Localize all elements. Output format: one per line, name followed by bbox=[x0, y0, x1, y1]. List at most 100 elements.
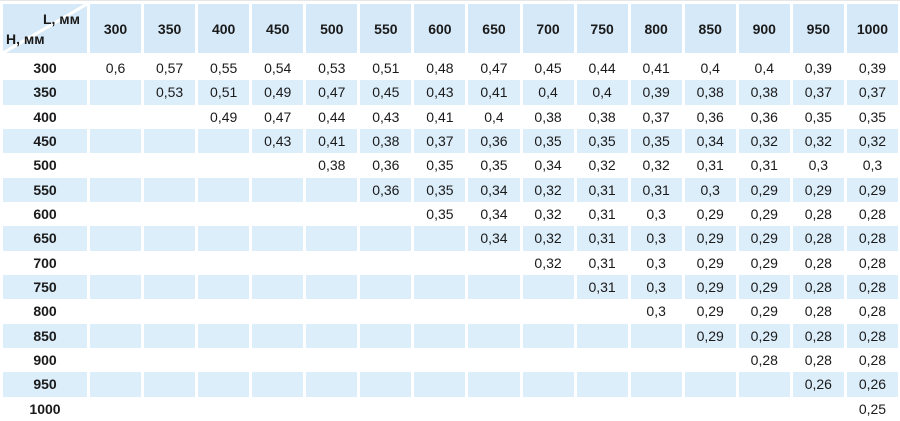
value-cell bbox=[249, 299, 304, 324]
corner-label-length: L, мм bbox=[42, 11, 80, 27]
column-header: 350 bbox=[141, 4, 196, 56]
value-cell: 0,31 bbox=[573, 250, 628, 275]
column-header: 700 bbox=[519, 4, 574, 56]
value-cell: 0,49 bbox=[195, 104, 250, 129]
table-row: 800 0,3 0,29 0,29 0,28 0,28 bbox=[3, 299, 898, 324]
value-cell: 0,47 bbox=[249, 104, 304, 129]
value-cell: 0,54 bbox=[249, 56, 304, 81]
value-cell: 0,45 bbox=[519, 56, 574, 81]
value-cell: 0,38 bbox=[357, 128, 412, 154]
value-cell bbox=[303, 347, 358, 373]
value-cell bbox=[303, 250, 358, 275]
value-cell bbox=[87, 201, 142, 227]
value-cell: 0,34 bbox=[465, 177, 520, 202]
value-cell: 0,48 bbox=[411, 56, 466, 81]
value-cell: 0,55 bbox=[195, 56, 250, 81]
row-header: 750 bbox=[3, 274, 87, 300]
row-header: 950 bbox=[3, 372, 87, 397]
value-cell: 0,38 bbox=[573, 104, 628, 129]
value-cell: 0,4 bbox=[573, 80, 628, 105]
value-cell bbox=[519, 347, 574, 373]
value-cell bbox=[627, 372, 682, 397]
column-header: 600 bbox=[411, 4, 466, 56]
table-row: 600 0,35 0,34 0,32 0,31 0,3 0,29 0,29 0,28 0,28 bbox=[3, 201, 898, 227]
value-cell bbox=[411, 274, 466, 300]
table-row: 700 0,32 0,31 0,3 0,29 0,29 0,28 0,28 bbox=[3, 250, 898, 275]
column-header: 900 bbox=[735, 4, 790, 56]
value-cell bbox=[735, 372, 790, 397]
value-cell bbox=[357, 299, 412, 324]
value-cell: 0,29 bbox=[735, 201, 790, 227]
value-cell bbox=[195, 396, 250, 421]
value-cell: 0,36 bbox=[465, 128, 520, 154]
value-cell: 0,34 bbox=[681, 128, 736, 154]
value-cell: 0,38 bbox=[519, 104, 574, 129]
value-cell bbox=[87, 80, 142, 105]
value-cell bbox=[195, 177, 250, 202]
column-header: 750 bbox=[573, 4, 628, 56]
value-cell: 0,53 bbox=[303, 56, 358, 81]
value-cell bbox=[681, 372, 736, 397]
value-cell: 0,28 bbox=[789, 201, 844, 227]
value-cell bbox=[303, 177, 358, 202]
column-header: 800 bbox=[627, 4, 682, 56]
value-cell: 0,41 bbox=[627, 56, 682, 81]
value-cell bbox=[303, 372, 358, 397]
value-cell: 0,26 bbox=[843, 372, 898, 397]
value-cell bbox=[141, 201, 196, 227]
value-cell: 0,36 bbox=[357, 177, 412, 202]
value-cell: 0,35 bbox=[519, 128, 574, 154]
value-cell bbox=[357, 347, 412, 373]
value-cell bbox=[249, 323, 304, 348]
value-cell: 0,38 bbox=[681, 80, 736, 105]
value-cell bbox=[249, 226, 304, 251]
value-cell bbox=[573, 347, 628, 373]
value-cell: 0,45 bbox=[357, 80, 412, 105]
row-header: 400 bbox=[3, 104, 87, 129]
value-cell bbox=[357, 250, 412, 275]
value-cell: 0,6 bbox=[87, 56, 142, 81]
value-cell: 0,28 bbox=[843, 323, 898, 348]
row-header: 450 bbox=[3, 128, 87, 154]
value-cell bbox=[303, 299, 358, 324]
table-row: 400 0,49 0,47 0,44 0,43 0,41 0,4 0,38 0,38 0,37 0,… bbox=[3, 104, 898, 129]
value-cell: 0,32 bbox=[519, 226, 574, 251]
value-cell bbox=[141, 250, 196, 275]
value-cell bbox=[249, 396, 304, 421]
value-cell: 0,4 bbox=[681, 56, 736, 81]
row-header: 600 bbox=[3, 201, 87, 227]
value-cell bbox=[303, 201, 358, 227]
value-cell: 0,35 bbox=[411, 177, 466, 202]
value-cell bbox=[627, 396, 682, 421]
column-header: 850 bbox=[681, 4, 736, 56]
value-cell bbox=[357, 396, 412, 421]
value-cell: 0,28 bbox=[789, 250, 844, 275]
value-cell bbox=[411, 250, 466, 275]
value-cell: 0,29 bbox=[681, 274, 736, 300]
value-cell: 0,28 bbox=[843, 226, 898, 251]
value-cell: 0,3 bbox=[789, 153, 844, 178]
value-cell: 0,31 bbox=[681, 153, 736, 178]
table-row: 900 0,28 0,28 0,28 bbox=[3, 347, 898, 373]
value-cell bbox=[627, 347, 682, 373]
value-cell: 0,29 bbox=[681, 226, 736, 251]
value-cell: 0,3 bbox=[627, 274, 682, 300]
value-cell: 0,28 bbox=[843, 250, 898, 275]
value-cell bbox=[195, 226, 250, 251]
value-cell bbox=[195, 153, 250, 178]
value-cell: 0,29 bbox=[789, 177, 844, 202]
value-cell bbox=[141, 323, 196, 348]
value-cell: 0,31 bbox=[627, 177, 682, 202]
value-cell: 0,39 bbox=[627, 80, 682, 105]
row-header: 550 bbox=[3, 177, 87, 202]
value-cell bbox=[249, 177, 304, 202]
value-cell: 0,35 bbox=[789, 104, 844, 129]
value-cell: 0,29 bbox=[735, 323, 790, 348]
value-cell: 0,35 bbox=[465, 153, 520, 178]
value-cell: 0,29 bbox=[681, 201, 736, 227]
value-cell bbox=[249, 250, 304, 275]
value-cell: 0,37 bbox=[411, 128, 466, 154]
corner-label-height: H, мм bbox=[6, 31, 45, 47]
value-cell bbox=[141, 396, 196, 421]
